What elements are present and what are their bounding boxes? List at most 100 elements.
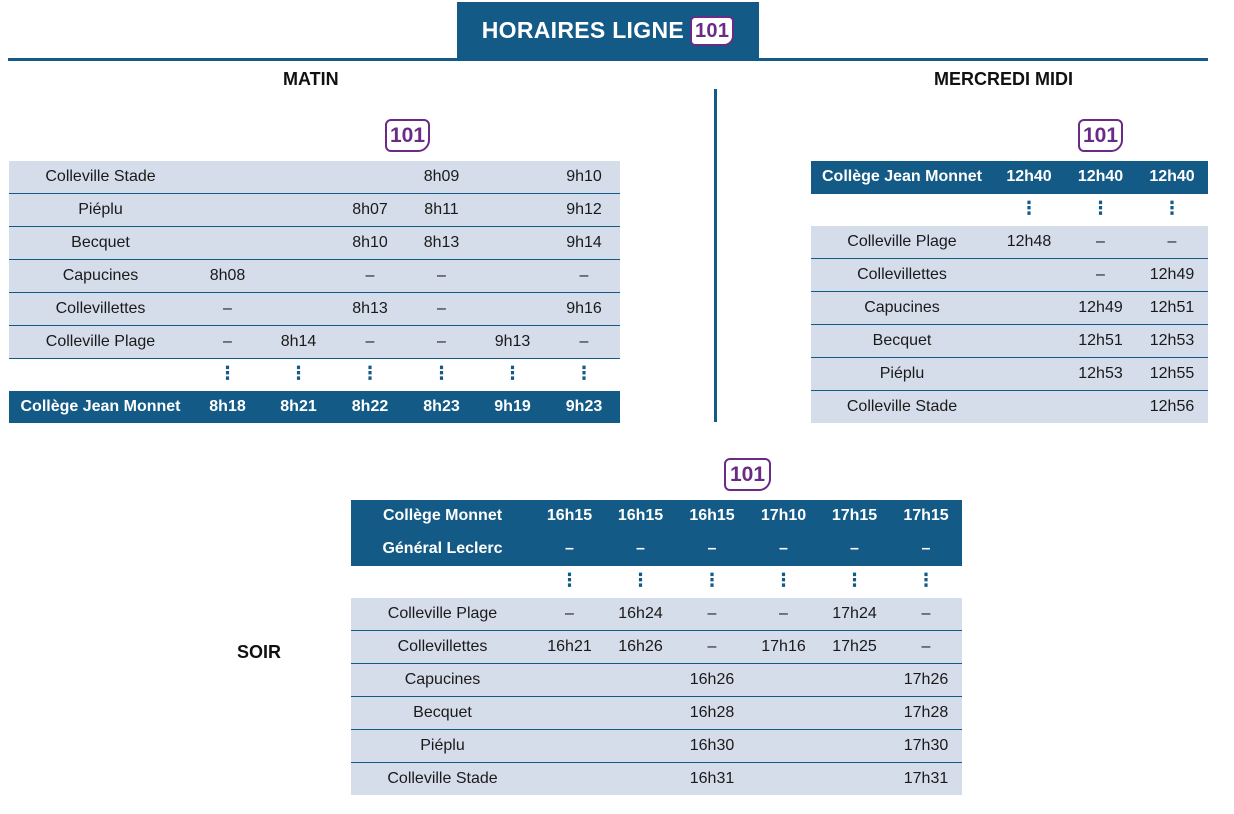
vertical-dots-icon: ⋮ [1020, 198, 1038, 218]
departure-time: – [548, 259, 620, 293]
departure-time: 17h16 [748, 630, 819, 664]
stop-name: Collevillettes [811, 258, 993, 292]
departure-time: 9h14 [548, 226, 620, 260]
departure-time [534, 729, 605, 763]
stop-row: Collège Jean Monnet 12h40 12h40 12h40 [811, 161, 1208, 194]
vertical-dots-icon: ⋮ [631, 570, 650, 590]
stop-name: Becquet [9, 226, 192, 260]
departure-time [605, 696, 676, 730]
departure-time: 8h08 [192, 259, 263, 293]
departure-time: 8h10 [334, 226, 406, 260]
stop-row: Collevillettes –12h49 [811, 258, 1208, 292]
stop-row: Collevillettes –8h13–9h16 [9, 292, 620, 326]
departure-time: 12h51 [1136, 291, 1208, 325]
stop-row: Capucines 8h08– – – [9, 259, 620, 293]
departure-time: – [334, 259, 406, 293]
vertical-dots-icon: ⋮ [774, 570, 793, 590]
departure-time: 16h26 [676, 663, 748, 697]
header-title: HORAIRES LIGNE [481, 17, 684, 43]
departure-time: – [534, 532, 605, 566]
stop-name: Colleville Plage [811, 226, 993, 259]
continuation-dots: ⋮ [192, 358, 263, 391]
departure-time [534, 696, 605, 730]
stop-name: Becquet [811, 324, 993, 358]
departure-time [263, 259, 334, 293]
departure-time [534, 663, 605, 697]
departure-time: 12h49 [1136, 258, 1208, 292]
departure-time: 16h15 [605, 500, 676, 533]
departure-time: 9h10 [548, 161, 620, 194]
continuation-dots: ⋮ [263, 358, 334, 391]
departure-time [748, 663, 819, 697]
stop-row: Becquet 16h28 17h28 [351, 696, 962, 730]
departure-time: 8h14 [263, 325, 334, 359]
departure-time [748, 729, 819, 763]
departure-time: – [890, 532, 962, 566]
continuation-dots: ⋮ [548, 358, 620, 391]
departure-time: – [890, 630, 962, 664]
departure-time: 8h21 [263, 391, 334, 423]
vertical-dots-icon: ⋮ [703, 570, 721, 590]
continuation-dots: ⋮ [406, 358, 477, 391]
departure-time: 12h40 [1065, 161, 1136, 194]
stop-name: Capucines [811, 291, 993, 325]
departure-time [534, 762, 605, 795]
vertical-dots-icon: ⋮ [845, 570, 864, 590]
departure-time: – [748, 598, 819, 631]
stop-row: Becquet 8h10 8h13 9h14 [9, 226, 620, 260]
departure-time: 16h15 [676, 500, 748, 533]
vertical-dots-icon: ⋮ [1091, 198, 1110, 218]
departure-time: – [406, 325, 477, 359]
departure-time: 9h19 [477, 391, 548, 423]
departure-time [748, 696, 819, 730]
departure-time [263, 226, 334, 260]
stop-row: Capucines 16h26 17h26 [351, 663, 962, 697]
departure-time [819, 696, 890, 730]
continuation-dots: ⋮ [993, 193, 1065, 226]
departure-time: – [676, 598, 748, 631]
departure-time: 12h48 [993, 226, 1065, 259]
stop-row: Collevillettes 16h21 16h26–17h16 17h25– [351, 630, 962, 664]
departure-time: 16h15 [534, 500, 605, 533]
departure-time [477, 292, 548, 326]
vertical-dots-icon: ⋮ [218, 363, 237, 383]
departure-time [263, 292, 334, 326]
departure-time: 8h13 [406, 226, 477, 260]
header-line-badge: 101 [690, 15, 735, 46]
departure-time [748, 762, 819, 795]
departure-time: – [406, 259, 477, 293]
stop-row: Piéplu 12h53 12h55 [811, 357, 1208, 391]
departure-time [192, 193, 263, 227]
departure-time: 17h25 [819, 630, 890, 664]
stop-row: Becquet 12h51 12h53 [811, 324, 1208, 358]
stop-name: Général Leclerc [351, 532, 534, 566]
stop-row: Colleville Stade 8h09 9h10 [9, 161, 620, 194]
continuation-dots: ⋮ [819, 565, 890, 598]
departure-time: 8h23 [406, 391, 477, 423]
continuation-dots: ⋮ [605, 565, 676, 598]
departure-time: 12h53 [1136, 324, 1208, 358]
departure-time [192, 161, 263, 194]
departure-time: – [605, 532, 676, 566]
departure-time: 9h23 [548, 391, 620, 423]
vertical-dots-icon: ⋮ [1163, 198, 1181, 218]
stop-row: Piéplu 8h07 8h11 9h12 [9, 193, 620, 227]
continuation-row: ⋮ ⋮ ⋮ ⋮ ⋮ ⋮ [351, 565, 962, 598]
continuation-dots: ⋮ [1065, 193, 1136, 226]
stop-name [9, 358, 192, 391]
departure-time: – [748, 532, 819, 566]
header-banner: HORAIRES LIGNE 101 [457, 2, 759, 59]
departure-time [993, 357, 1065, 391]
departure-time: 17h31 [890, 762, 962, 795]
continuation-dots: ⋮ [1136, 193, 1208, 226]
stop-name: Collevillettes [9, 292, 192, 326]
stop-row: Colleville Stade 12h56 [811, 390, 1208, 423]
departure-time: – [676, 630, 748, 664]
vertical-dots-icon: ⋮ [289, 363, 308, 383]
departure-time: 12h49 [1065, 291, 1136, 325]
departure-time [477, 226, 548, 260]
departure-time: 12h53 [1065, 357, 1136, 391]
departure-time: 17h28 [890, 696, 962, 730]
continuation-dots: ⋮ [748, 565, 819, 598]
departure-time: 8h11 [406, 193, 477, 227]
